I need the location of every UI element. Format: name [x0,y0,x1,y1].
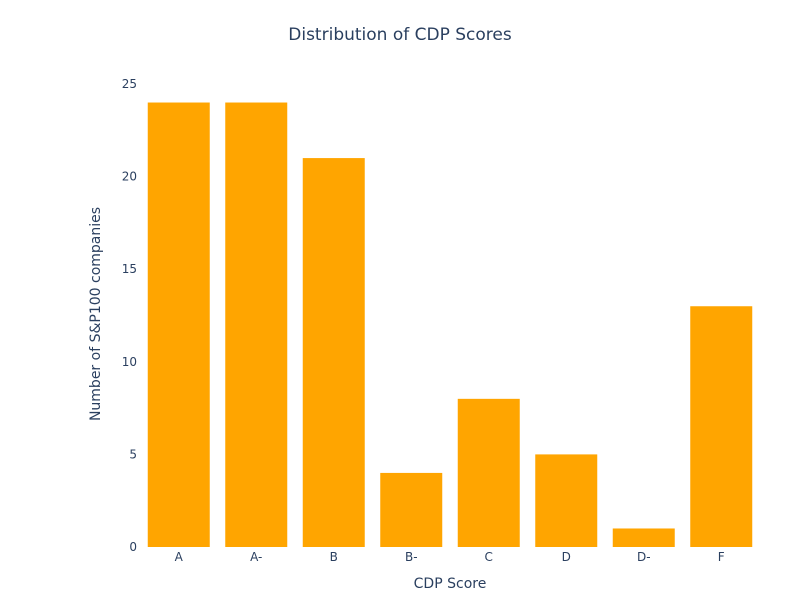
bar-B [302,158,365,547]
bar-A [147,102,210,548]
y-tick-label: 0 [129,540,137,554]
x-tick-label: D [562,550,571,564]
bar-A- [225,102,288,548]
y-tick-label: 25 [122,77,137,91]
x-tick-label: B- [405,550,418,564]
x-tick-label: F [718,550,725,564]
chart-title: Distribution of CDP Scores [288,25,512,45]
y-axis-title: Number of S&P100 companies [88,207,104,421]
bar-F [690,306,753,547]
y-axis-ticks: 0 5 10 15 20 25 [122,77,137,554]
bar-C [457,398,520,547]
y-tick-label: 5 [129,447,137,461]
y-tick-label: 10 [122,355,137,369]
bar-D [535,454,598,547]
plot-area [147,102,753,548]
x-tick-label: D- [637,550,651,564]
x-tick-label: C [485,550,493,564]
x-axis-ticks: A A- B B- C D D- F [175,550,725,564]
x-axis-title: CDP Score [414,576,487,592]
x-tick-label: A [175,550,184,564]
bar-D- [612,528,675,547]
x-tick-label: A- [250,550,262,564]
bar-B- [380,472,443,547]
y-tick-label: 20 [122,170,137,184]
y-tick-label: 15 [122,262,137,276]
x-tick-label: B [330,550,338,564]
